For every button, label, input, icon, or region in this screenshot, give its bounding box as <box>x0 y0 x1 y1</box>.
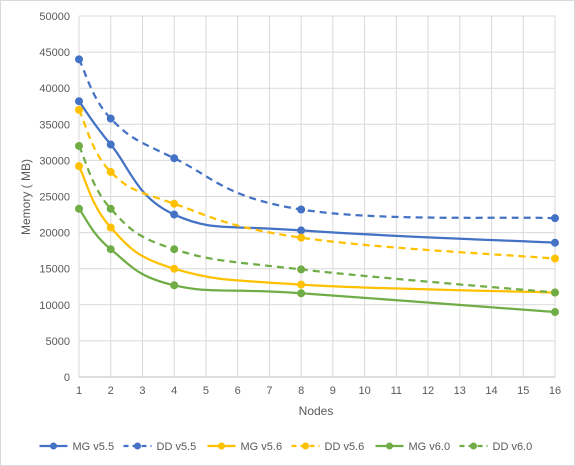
legend-item: MG v6.0 <box>375 441 451 453</box>
y-tick-label: 5000 <box>46 336 70 348</box>
legend-item: MG v5.6 <box>207 441 283 453</box>
legend-item: MG v5.5 <box>39 441 115 453</box>
legend-swatch-marker <box>134 442 141 450</box>
legend-swatch-marker <box>386 442 393 450</box>
data-point <box>297 205 306 214</box>
axis-layer: 0 5000 10000 15000 20000 25000 30000 35000 40000… <box>39 11 561 397</box>
data-point <box>106 204 115 213</box>
x-tick-label: 2 <box>108 385 114 397</box>
y-tick-label: 25000 <box>39 192 70 204</box>
data-point <box>170 199 179 208</box>
data-point <box>551 288 559 297</box>
legend-swatch-marker <box>218 442 225 450</box>
legend-swatch-marker <box>470 442 477 450</box>
y-tick-label: 35000 <box>39 119 70 131</box>
y-tick-label: 45000 <box>39 47 70 59</box>
x-tick-label: 4 <box>171 385 177 397</box>
x-axis-title: Nodes <box>299 404 334 418</box>
y-tick-label: 15000 <box>39 264 70 276</box>
x-tick-label: 5 <box>203 385 209 397</box>
x-tick-label: 14 <box>485 385 497 397</box>
data-point <box>297 265 306 274</box>
x-tick-label: 15 <box>517 385 529 397</box>
x-tick-label: 3 <box>139 385 145 397</box>
y-tick-label: 20000 <box>39 228 70 240</box>
legend: MG v5.5 DD v5.5 MG v5.6 DD v5.6 MG v6.0 DD v6… <box>39 441 533 453</box>
y-axis-title: Memory ( MB) <box>19 159 33 235</box>
legend-item: DD v6.0 <box>459 441 533 453</box>
data-point <box>170 264 179 273</box>
legend-label: DD v5.5 <box>157 441 197 453</box>
x-tick-label: 12 <box>422 385 434 397</box>
series-dd-v5-5 <box>75 55 559 223</box>
series-line <box>77 165 557 294</box>
series-mg-v5-6 <box>75 162 559 297</box>
data-point <box>297 226 306 235</box>
legend-label: MG v5.6 <box>241 441 283 453</box>
data-point <box>75 141 83 150</box>
series-dd-v5-6 <box>75 105 559 263</box>
data-point <box>170 154 179 163</box>
data-point <box>170 245 179 254</box>
data-point <box>551 254 559 263</box>
data-point <box>106 245 115 254</box>
data-point <box>75 97 83 106</box>
legend-label: MG v5.5 <box>73 441 115 453</box>
x-tick-label: 10 <box>358 385 370 397</box>
x-tick-label: 13 <box>454 385 466 397</box>
y-tick-label: 0 <box>64 372 70 384</box>
legend-item: DD v5.6 <box>291 441 365 453</box>
data-point <box>551 238 559 247</box>
x-tick-label: 16 <box>549 385 561 397</box>
data-point <box>551 214 559 223</box>
data-point <box>75 55 83 64</box>
legend-label: DD v5.6 <box>325 441 365 453</box>
x-tick-label: 6 <box>235 385 241 397</box>
data-point <box>170 210 179 219</box>
legend-swatch-marker <box>302 442 309 450</box>
data-point <box>106 140 115 149</box>
series-mg-v5-5 <box>75 97 559 247</box>
y-tick-label: 30000 <box>39 155 70 167</box>
x-tick-label: 1 <box>76 385 82 397</box>
data-point <box>75 105 83 114</box>
data-point <box>106 223 115 232</box>
y-tick-label: 50000 <box>39 11 70 23</box>
data-point <box>106 167 115 176</box>
data-point <box>75 204 83 213</box>
series-line <box>77 100 557 244</box>
legend-item: DD v5.5 <box>123 441 197 453</box>
x-tick-label: 8 <box>298 385 304 397</box>
y-tick-label: 40000 <box>39 83 70 95</box>
series-mg-v6-0 <box>75 204 559 317</box>
legend-label: DD v6.0 <box>493 441 533 453</box>
x-tick-label: 7 <box>266 385 272 397</box>
series-dd-v6-0 <box>75 141 559 297</box>
x-tick-label: 11 <box>391 385 402 397</box>
data-point <box>297 233 306 242</box>
series-layer <box>75 55 559 317</box>
y-tick-label: 10000 <box>39 300 70 312</box>
data-point <box>297 289 306 298</box>
data-point <box>170 281 179 290</box>
series-line <box>78 58 556 220</box>
data-point <box>551 308 559 317</box>
series-line <box>77 109 556 260</box>
data-point <box>75 162 83 171</box>
data-point <box>297 280 306 289</box>
legend-swatch-marker <box>50 442 57 450</box>
grid-layer <box>78 15 556 378</box>
data-point <box>106 114 115 123</box>
series-line <box>77 145 556 294</box>
legend-label: MG v6.0 <box>409 441 451 453</box>
x-tick-label: 9 <box>330 385 336 397</box>
